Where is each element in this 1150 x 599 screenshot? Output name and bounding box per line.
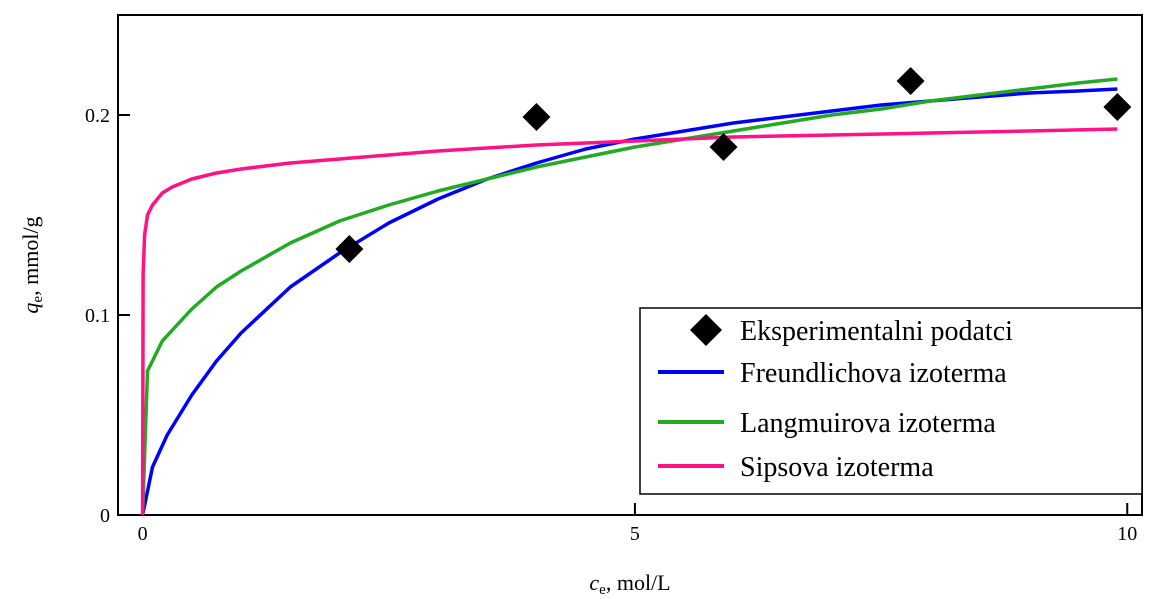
y-tick-label: 0 [100, 505, 110, 527]
legend-label-experimental: Eksperimentalni podatci [740, 316, 1013, 347]
y-axis-ticks: 0 0.1 0.2 [85, 105, 130, 527]
data-point-diamond [709, 133, 738, 161]
data-point-diamond [335, 235, 364, 263]
series-layer [140, 67, 1132, 516]
x-tick-label: 0 [138, 523, 148, 545]
data-point-diamond [522, 103, 551, 131]
data-point-diamond [896, 67, 925, 95]
legend-marker-diamond [690, 314, 722, 346]
legend-label-freundlich: Freundlichova izoterma [740, 358, 1007, 389]
y-tick-label: 0.2 [85, 105, 110, 127]
x-axis-ticks: 0 5 10 [138, 503, 1137, 545]
x-tick-label: 5 [630, 523, 640, 545]
legend-label-langmuir: Langmuirova izoterma [740, 408, 996, 439]
y-axis-label: qe, mmol/g [18, 216, 46, 313]
legend-box [639, 307, 1143, 495]
x-tick-label: 10 [1117, 523, 1137, 545]
plot-frame [117, 14, 1143, 516]
langmuir-curve [140, 77, 1118, 516]
sips-curve [140, 127, 1118, 516]
x-axis-label: ce, mol/L [589, 570, 670, 598]
legend-label-sips: Sipsova izoterma [740, 452, 934, 483]
data-point-diamond [1103, 93, 1132, 121]
legend: Eksperimentalni podatci Freundlichova iz… [639, 307, 1143, 495]
y-tick-label: 0.1 [85, 305, 110, 327]
